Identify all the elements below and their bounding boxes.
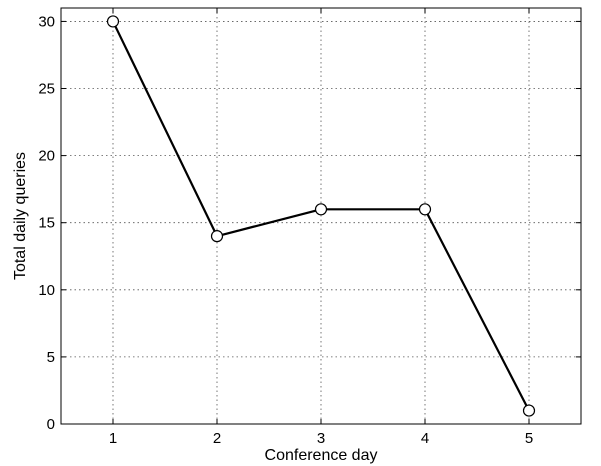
data-point: [210, 230, 224, 243]
x-tick-label: 2: [213, 430, 221, 447]
x-axis-label: Conference day: [265, 447, 378, 464]
y-axis-label: Total daily queries: [12, 152, 29, 280]
data-point: [522, 404, 536, 417]
y-tick-label: 5: [47, 349, 55, 366]
x-tick-label: 3: [317, 430, 325, 447]
y-tick-label: 10: [38, 282, 55, 299]
series: [106, 15, 536, 417]
y-tick-label: 25: [38, 81, 55, 98]
data-point: [314, 203, 328, 216]
grid: [61, 8, 581, 424]
y-tick-label: 30: [38, 13, 55, 30]
y-tick-label: 20: [38, 148, 55, 165]
x-tick-label: 5: [525, 430, 533, 447]
x-tick-label: 4: [421, 430, 429, 447]
x-tick-label: 1: [109, 430, 117, 447]
y-tick-label: 15: [38, 215, 55, 232]
data-point: [106, 15, 120, 28]
tick-labels: 1 2 3 4 5 0 5 10 15 20 25 30: [38, 13, 533, 447]
y-tick-label: 0: [47, 416, 55, 433]
data-point: [418, 203, 432, 216]
axis-ticks: [61, 8, 581, 425]
